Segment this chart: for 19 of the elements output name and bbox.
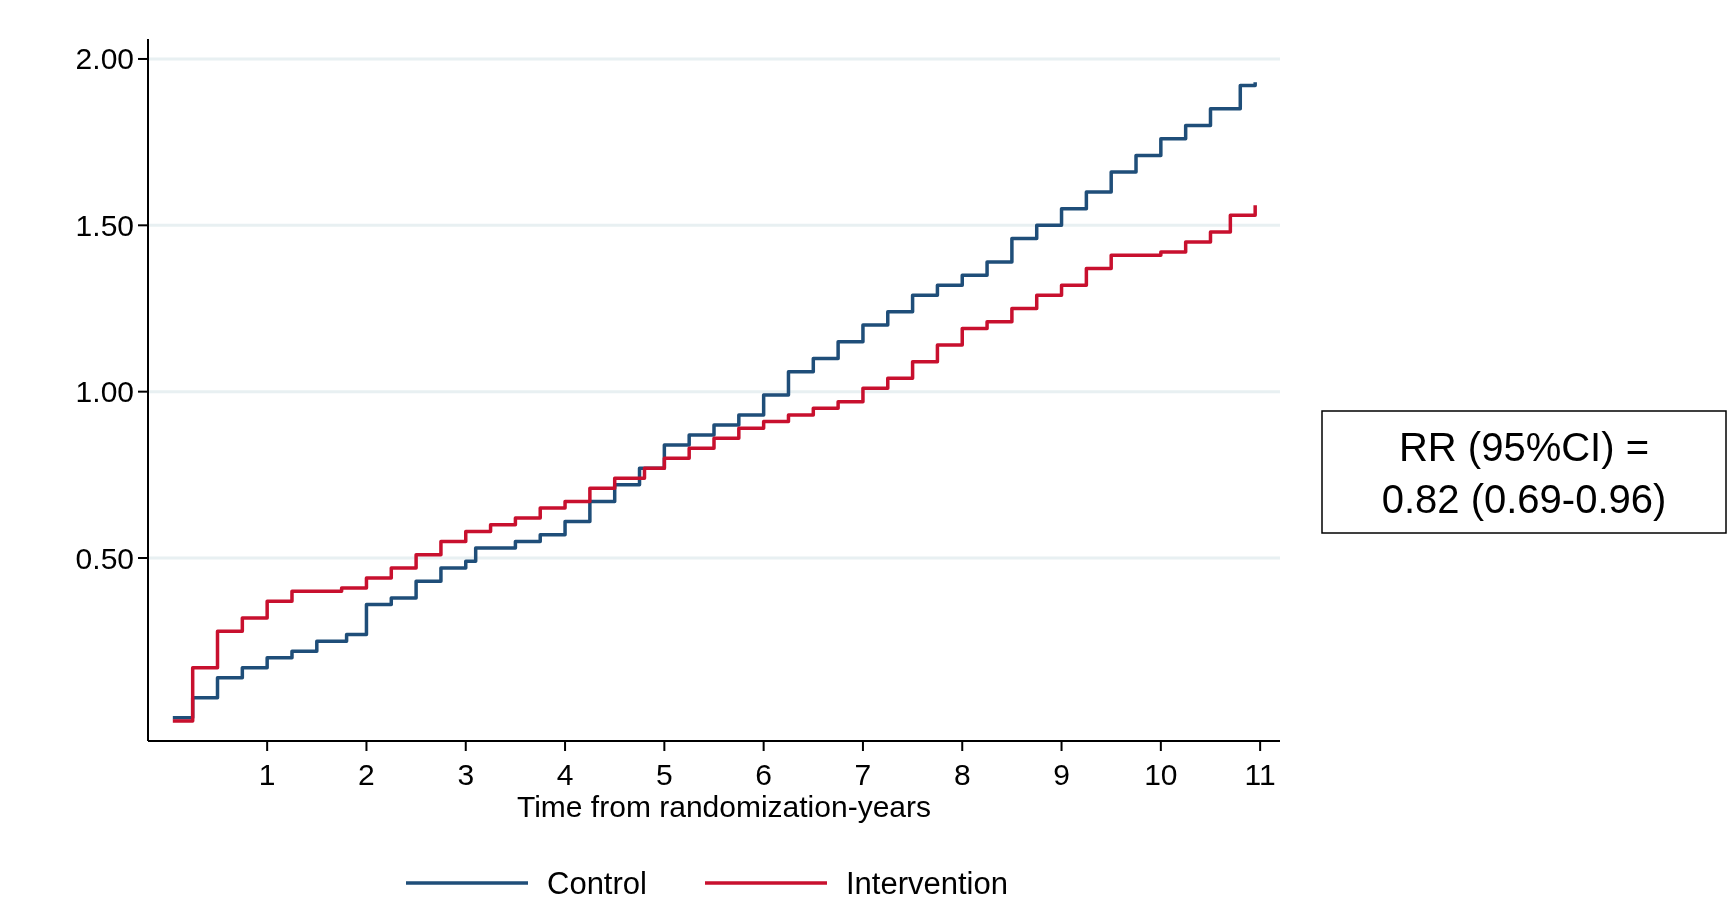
x-tick-label: 9 (1053, 758, 1070, 791)
y-tick-label: 0.50 (75, 541, 134, 575)
x-axis-title: Time from randomization-years (516, 790, 932, 823)
x-tick-label: 7 (854, 758, 872, 791)
x-tick-label: 4 (556, 758, 574, 791)
x-tick-label: 6 (755, 758, 772, 791)
x-tick-label: 10 (1144, 758, 1178, 791)
y-tick-label: 2.00 (75, 42, 134, 76)
x-tick-label: 5 (656, 758, 673, 791)
x-tick-label: 11 (1244, 758, 1276, 791)
x-tick-label: 1 (258, 758, 276, 791)
y-tick-label: 1.50 (75, 208, 134, 242)
legend-label: Intervention (846, 865, 1008, 901)
x-tick-label: 8 (953, 758, 971, 791)
x-tick-label: 2 (358, 758, 375, 791)
text: RR (95%CI) = 0.82 (0.69-0.96) (1381, 425, 1667, 521)
legend-label: Control (547, 865, 647, 901)
x-tick-label: 3 (457, 758, 475, 791)
y-tick-label: 1.00 (75, 375, 134, 409)
